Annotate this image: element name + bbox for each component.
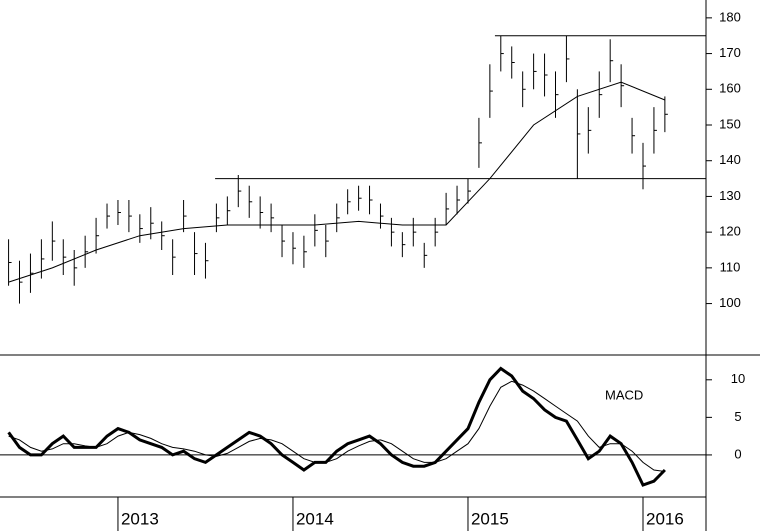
y-tick-label: 130 bbox=[719, 188, 741, 203]
y-tick-label: 120 bbox=[719, 224, 741, 239]
x-tick-label: 2015 bbox=[471, 509, 509, 528]
y-tick-label: 110 bbox=[720, 259, 741, 274]
y-tick-label: 150 bbox=[719, 116, 741, 131]
x-tick-label: 2016 bbox=[646, 509, 684, 528]
x-tick-label: 2013 bbox=[121, 509, 159, 528]
y-tick-label: 180 bbox=[719, 9, 741, 24]
moving-average bbox=[8, 81, 666, 283]
y-tick-label: 10 bbox=[731, 371, 745, 386]
y-tick-label: 160 bbox=[719, 81, 741, 96]
y-tick-label: 140 bbox=[719, 152, 741, 167]
y-tick-label: 0 bbox=[734, 446, 741, 461]
macd-line bbox=[7, 366, 666, 487]
x-tick-label: 2014 bbox=[296, 509, 334, 528]
y-tick-label: 100 bbox=[719, 295, 741, 310]
signal-line bbox=[8, 380, 665, 472]
annotation: MACD bbox=[605, 387, 643, 402]
y-tick-label: 170 bbox=[719, 45, 741, 60]
y-tick-label: 5 bbox=[734, 409, 741, 424]
